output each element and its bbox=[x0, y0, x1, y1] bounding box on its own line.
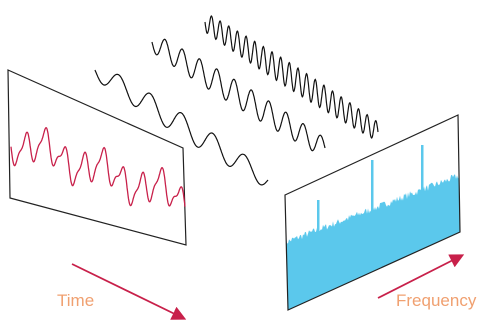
frequency-label: Frequency bbox=[396, 291, 477, 310]
time-label: Time bbox=[57, 291, 94, 310]
wave-high bbox=[205, 16, 378, 138]
page: Time Frequency (() => { const data = JSO… bbox=[0, 0, 495, 324]
peak bbox=[317, 200, 320, 320]
time-panel bbox=[8, 70, 186, 245]
wave-mid bbox=[152, 39, 325, 150]
peak bbox=[371, 160, 374, 280]
peak bbox=[421, 145, 424, 265]
diagram: Time Frequency bbox=[0, 0, 495, 324]
